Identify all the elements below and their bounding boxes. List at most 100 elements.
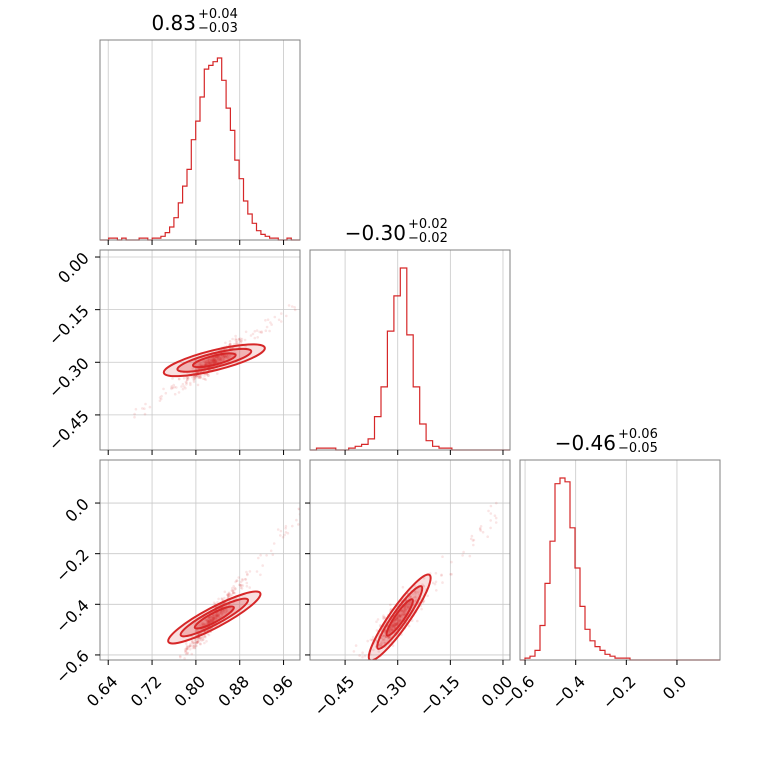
sample-point (257, 556, 260, 560)
sample-point (207, 621, 210, 624)
sample-point (266, 318, 270, 322)
x-tick-label: 0.0 (659, 672, 690, 703)
sample-point (199, 636, 202, 640)
sample-point (486, 535, 490, 538)
sample-point (213, 356, 217, 359)
sample-point (227, 591, 231, 595)
sample-point (210, 616, 214, 619)
sample-point (417, 590, 420, 593)
sample-point (396, 618, 399, 621)
sample-point (209, 619, 212, 623)
sample-point (192, 644, 196, 648)
sample-point (179, 655, 182, 659)
sample-point (184, 386, 187, 390)
sample-point (211, 619, 215, 623)
sample-point (211, 618, 214, 622)
sample-point (210, 618, 213, 622)
sample-point (259, 573, 262, 577)
sample-point (177, 391, 181, 394)
sample-point (440, 573, 443, 577)
sample-point (398, 620, 401, 623)
sample-point (392, 620, 396, 624)
sample-point (388, 630, 391, 633)
sample-point (198, 376, 202, 380)
sample-point (280, 312, 283, 315)
sample-point (404, 608, 408, 611)
sample-point (226, 593, 230, 596)
sample-point (234, 342, 238, 346)
hist-panel-2: −0.30 +0.02−0.02 (309, 217, 511, 455)
sample-point (413, 590, 416, 594)
sample-point (192, 645, 196, 648)
sample-point (402, 612, 405, 616)
sample-point (135, 718, 138, 721)
sample-point (185, 647, 188, 650)
sample-point (187, 377, 190, 380)
sample-point (380, 642, 383, 646)
sample-point (214, 618, 218, 621)
sample-point (375, 620, 378, 623)
sample-point (218, 612, 222, 615)
sample-point (207, 620, 211, 624)
sample-point (212, 359, 215, 363)
sample-point (202, 622, 205, 625)
sample-point (241, 579, 244, 582)
sample-point (414, 590, 417, 594)
sample-point (403, 611, 407, 614)
sample-point (217, 615, 220, 618)
sample-point (228, 353, 232, 357)
sample-point (392, 625, 395, 629)
sample-point (206, 359, 209, 363)
sample-point (256, 336, 260, 339)
sample-point (398, 620, 402, 623)
sample-point (195, 375, 198, 378)
sample-point (260, 331, 263, 334)
sample-point (203, 363, 207, 366)
sample-point (225, 356, 229, 360)
sample-point (207, 358, 211, 362)
sample-point (208, 616, 211, 620)
sample-point (206, 359, 210, 363)
sample-point (213, 616, 216, 620)
sample-point (270, 323, 273, 326)
sample-point (396, 617, 400, 620)
sample-point (204, 361, 207, 365)
sample-point (255, 329, 259, 332)
sample-point (225, 609, 229, 613)
sample-point (268, 329, 271, 333)
sample-point (407, 624, 411, 628)
sample-point (260, 330, 263, 334)
sample-point (189, 383, 192, 387)
sample-point (196, 641, 199, 644)
sample-point (401, 612, 404, 616)
sample-point (226, 354, 230, 357)
sample-point (224, 355, 227, 359)
sample-point (194, 629, 198, 633)
sample-point (347, 667, 350, 670)
sample-point (199, 375, 203, 379)
y-tick-label: 0.0 (61, 494, 92, 525)
sample-point (422, 576, 426, 580)
sample-point (255, 570, 259, 573)
sample-point (402, 608, 406, 612)
sample-point (398, 619, 402, 623)
sample-point (192, 375, 196, 378)
sample-point (164, 391, 168, 395)
sample-point (177, 377, 181, 381)
panel-title-1: 0.83 +0.04−0.03 (151, 7, 237, 36)
sample-point (196, 629, 199, 632)
sample-point (213, 356, 217, 359)
sample-point (208, 358, 211, 362)
sample-point (199, 376, 202, 380)
sample-point (440, 574, 443, 577)
sample-point (204, 360, 208, 364)
sample-point (232, 585, 235, 588)
sample-point (376, 618, 380, 621)
sample-point (363, 654, 367, 658)
sample-point (193, 638, 197, 641)
sample-point (212, 359, 215, 363)
sample-point (185, 645, 189, 649)
sample-point (216, 357, 220, 361)
sample-point (218, 612, 221, 616)
sample-point (225, 609, 228, 612)
